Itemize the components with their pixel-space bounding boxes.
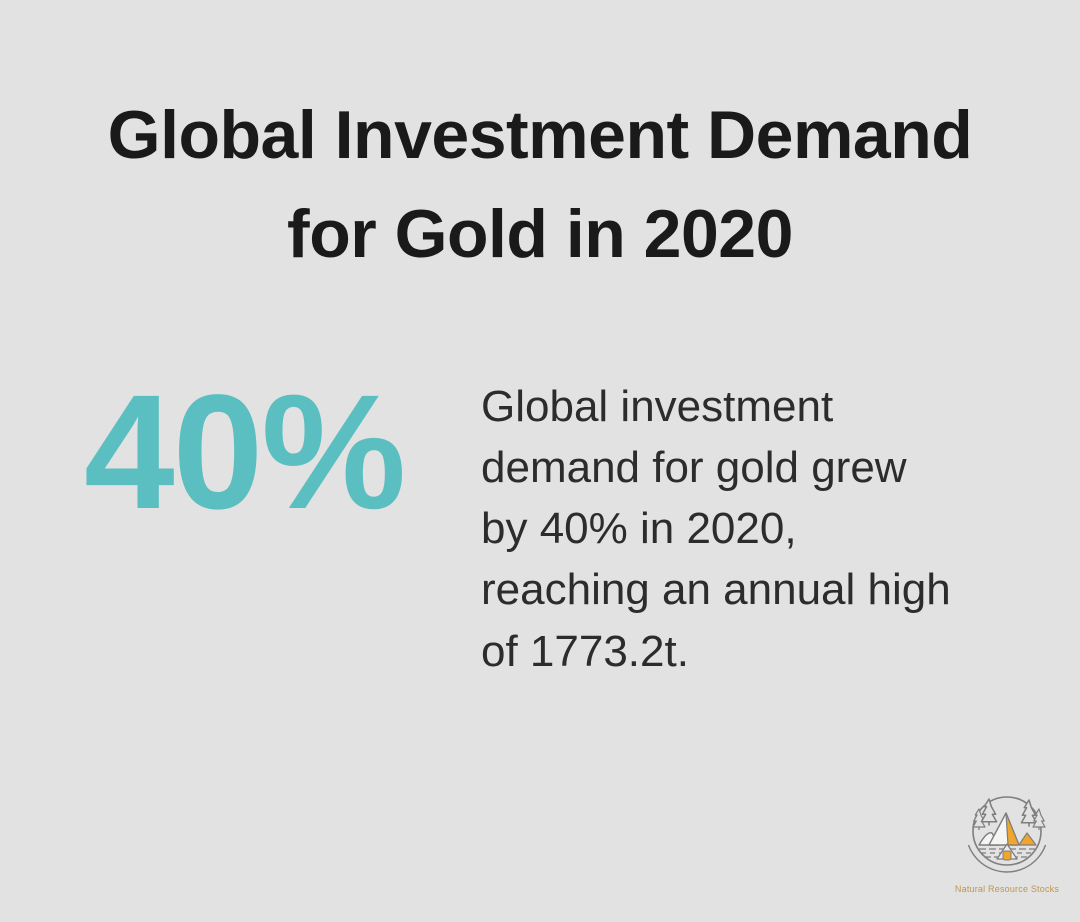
stat-description: Global investment demand for gold grew b… [481, 382, 951, 676]
brand-logo: Natural Resource Stocks [952, 787, 1062, 894]
brand-name: Natural Resource Stocks [954, 884, 1060, 894]
mountain-forest-badge-icon [965, 789, 1049, 873]
page-title: Global Investment Demand for Gold in 202… [107, 97, 973, 272]
stat-value: 40% [84, 360, 406, 543]
